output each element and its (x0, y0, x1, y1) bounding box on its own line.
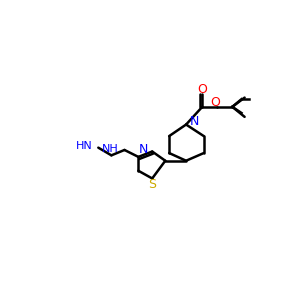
Text: O: O (210, 96, 220, 109)
Text: N: N (139, 143, 148, 156)
Text: O: O (197, 83, 207, 96)
Text: S: S (148, 178, 156, 191)
Text: HN: HN (75, 141, 92, 151)
Text: NH: NH (101, 144, 118, 154)
Text: N: N (190, 115, 199, 128)
